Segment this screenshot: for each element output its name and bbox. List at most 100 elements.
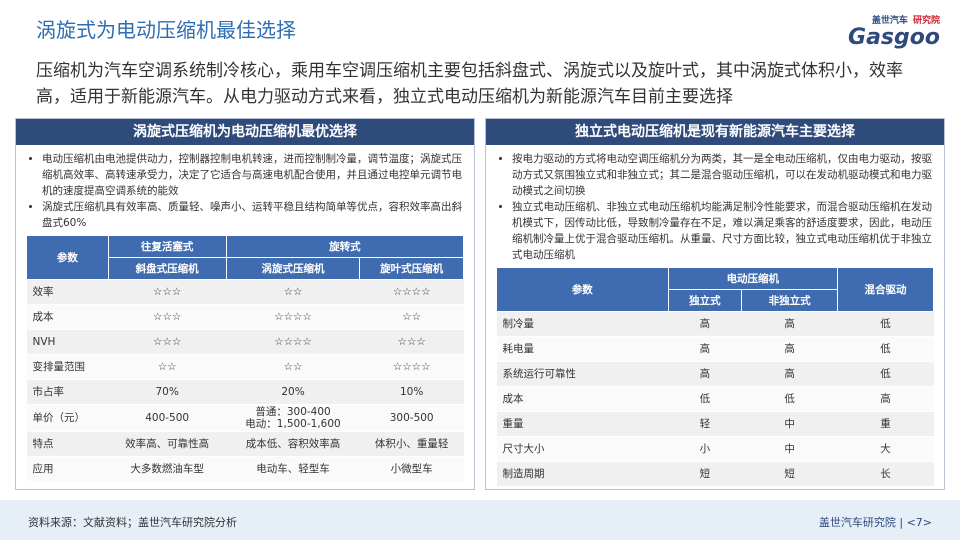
row: 制造周期短短长: [496, 461, 934, 487]
panel: 独立式电动压缩机是现有新能源汽车主要选择按电力驱动的方式将电动空调压缩机分为两类…: [485, 118, 945, 490]
cell: 高: [741, 311, 838, 337]
cell: 成本: [26, 304, 109, 330]
cell: 中: [741, 411, 838, 437]
cell: 特点: [26, 431, 109, 457]
table: 参数 电动压缩机 混合驱动 独立式 非独立式 制冷量高高低耗电量高高低系统运行可靠性高高低…: [496, 267, 934, 487]
bullets: 电动压缩机由电池提供动力，控制器控制电机转速，进而控制制冷量，调节温度；涡旋式压…: [20, 151, 464, 231]
cell: 效率: [26, 279, 109, 305]
cell: 短: [741, 461, 838, 487]
cell: 体积小、重量轻: [359, 431, 464, 457]
header-cell: 混合驱动: [837, 267, 934, 312]
cell: 耗电量: [496, 336, 669, 362]
bullet: 独立式电动压缩机、非独立式电动压缩机均能满足制冷性能要求，而混合驱动压缩机在发动…: [512, 199, 934, 263]
row: 应用 大多数燃油车型 电动车、轻型车 小微型车: [26, 456, 464, 482]
slide-title: 涡旋式为电动压缩机最佳选择: [36, 18, 296, 42]
header-cell: 独立式: [667, 289, 743, 312]
cell: 高: [668, 361, 742, 387]
row: 成本 ☆☆☆ ☆☆☆☆ ☆☆: [26, 304, 464, 330]
cell: 成本低、容积效率高: [226, 431, 360, 457]
header-cell: 电动压缩机: [667, 267, 839, 290]
row: 市占率 70% 20% 10%: [26, 379, 464, 405]
footer: 资料来源：文献资料；盖世汽车研究院分析 盖世汽车研究院 | <7>: [0, 500, 960, 540]
cell: 电动车、轻型车: [226, 456, 360, 482]
logo-brand: 盖世汽车: [871, 16, 908, 26]
cell: ☆☆☆: [108, 279, 227, 305]
cell: ☆☆: [359, 304, 464, 330]
cell: 普通：300-400 电动：1,500-1,600: [226, 404, 360, 432]
header-cell: 往复活塞式: [107, 235, 227, 258]
row: 制冷量高高低: [496, 311, 934, 337]
cell: 市占率: [26, 379, 109, 405]
header-row: 斜盘式压缩机 涡旋式压缩机 旋叶式压缩机: [27, 257, 464, 280]
panel-title: 涡旋式压缩机为电动压缩机最优选择: [16, 119, 474, 145]
cell: 变排量范围: [26, 354, 109, 380]
row: 单价（元） 400-500 普通：300-400 电动：1,500-1,600 300…: [26, 404, 464, 432]
logo-word: Gasgoo: [848, 25, 940, 50]
header-cell: 斜盘式压缩机: [107, 257, 227, 280]
bullet: 电动压缩机由电池提供动力，控制器控制电机转速，进而控制制冷量，调节温度；涡旋式压…: [42, 151, 464, 199]
header-row: 参数 往复活塞式 旋转式: [26, 235, 465, 280]
cell: 重: [837, 411, 934, 437]
cell: 高: [741, 361, 838, 387]
bullet: 按电力驱动的方式将电动空调压缩机分为两类，其一是全电动压缩机，仅由电力驱动，按驱…: [512, 151, 934, 199]
logo-tag: 研究院: [912, 16, 940, 26]
header-row: 独立式 非独立式: [497, 289, 934, 312]
header-cell: 参数: [26, 235, 109, 280]
row: 重量轻中重: [496, 411, 934, 437]
cell: ☆☆: [226, 279, 360, 305]
bullets: 按电力驱动的方式将电动空调压缩机分为两类，其一是全电动压缩机，仅由电力驱动，按驱…: [490, 151, 934, 263]
bullet: 涡旋式压缩机具有效率高、质量轻、噪声小、运转平稳且结构简单等优点，容积效率高出斜…: [42, 199, 464, 231]
header-cell: 旋叶式压缩机: [359, 257, 464, 280]
cell: 中: [741, 436, 838, 462]
cell: ☆☆☆☆: [359, 279, 464, 305]
cell: 效率高、可靠性高: [108, 431, 227, 457]
cell: 低: [837, 361, 934, 387]
cell: 高: [741, 336, 838, 362]
row: 系统运行可靠性高高低: [496, 361, 934, 387]
cell: ☆☆: [226, 354, 360, 380]
cell: 低: [741, 386, 838, 412]
cell: 400-500: [108, 404, 227, 432]
logo: 盖世汽车 研究院 Gasgoo: [820, 8, 940, 49]
cell: 高: [668, 336, 742, 362]
cell: 300-500: [359, 404, 464, 432]
cell: 小微型车: [359, 456, 464, 482]
cell: ☆☆☆☆: [226, 304, 360, 330]
header-row: 参数 电动压缩机 混合驱动: [496, 267, 934, 312]
row: 效率 ☆☆☆ ☆☆ ☆☆☆☆: [26, 279, 464, 305]
cell: 10%: [359, 379, 464, 405]
cell: 70%: [108, 379, 227, 405]
cell: 制冷量: [496, 311, 669, 337]
cell: 高: [668, 311, 742, 337]
cell: 应用: [26, 456, 109, 482]
cell: 尺寸大小: [496, 436, 669, 462]
cell: ☆☆☆: [359, 329, 464, 355]
cell: ☆☆: [108, 354, 227, 380]
cell: 系统运行可靠性: [496, 361, 669, 387]
row: 耗电量高高低: [496, 336, 934, 362]
row: 变排量范围 ☆☆ ☆☆ ☆☆☆☆: [26, 354, 464, 380]
panel-title: 独立式电动压缩机是现有新能源汽车主要选择: [486, 119, 944, 145]
cell: 轻: [668, 411, 742, 437]
cell: 20%: [226, 379, 360, 405]
page-number: <7>: [906, 516, 932, 529]
header-cell: 参数: [496, 267, 669, 312]
footer-right: 盖世汽车研究院 | <7>: [818, 516, 932, 529]
cell: 短: [668, 461, 742, 487]
cell: 低: [668, 386, 742, 412]
row: 特点 效率高、可靠性高 成本低、容积效率高 体积小、重量轻: [26, 431, 464, 457]
cell: NVH: [26, 329, 109, 355]
cell: ☆☆☆: [108, 329, 227, 355]
cell: 制造周期: [496, 461, 669, 487]
row: 成本低低高: [496, 386, 934, 412]
cell: 高: [837, 386, 934, 412]
source: 资料来源：文献资料；盖世汽车研究院分析: [28, 516, 237, 529]
cell: 大多数燃油车型: [108, 456, 227, 482]
header-cell: 非独立式: [741, 289, 839, 312]
cell: ☆☆☆☆: [359, 354, 464, 380]
org: 盖世汽车研究院: [818, 516, 896, 529]
row: 尺寸大小小中大: [496, 436, 934, 462]
cell: 重量: [496, 411, 669, 437]
row: NVH ☆☆☆ ☆☆☆☆ ☆☆☆: [26, 329, 464, 355]
